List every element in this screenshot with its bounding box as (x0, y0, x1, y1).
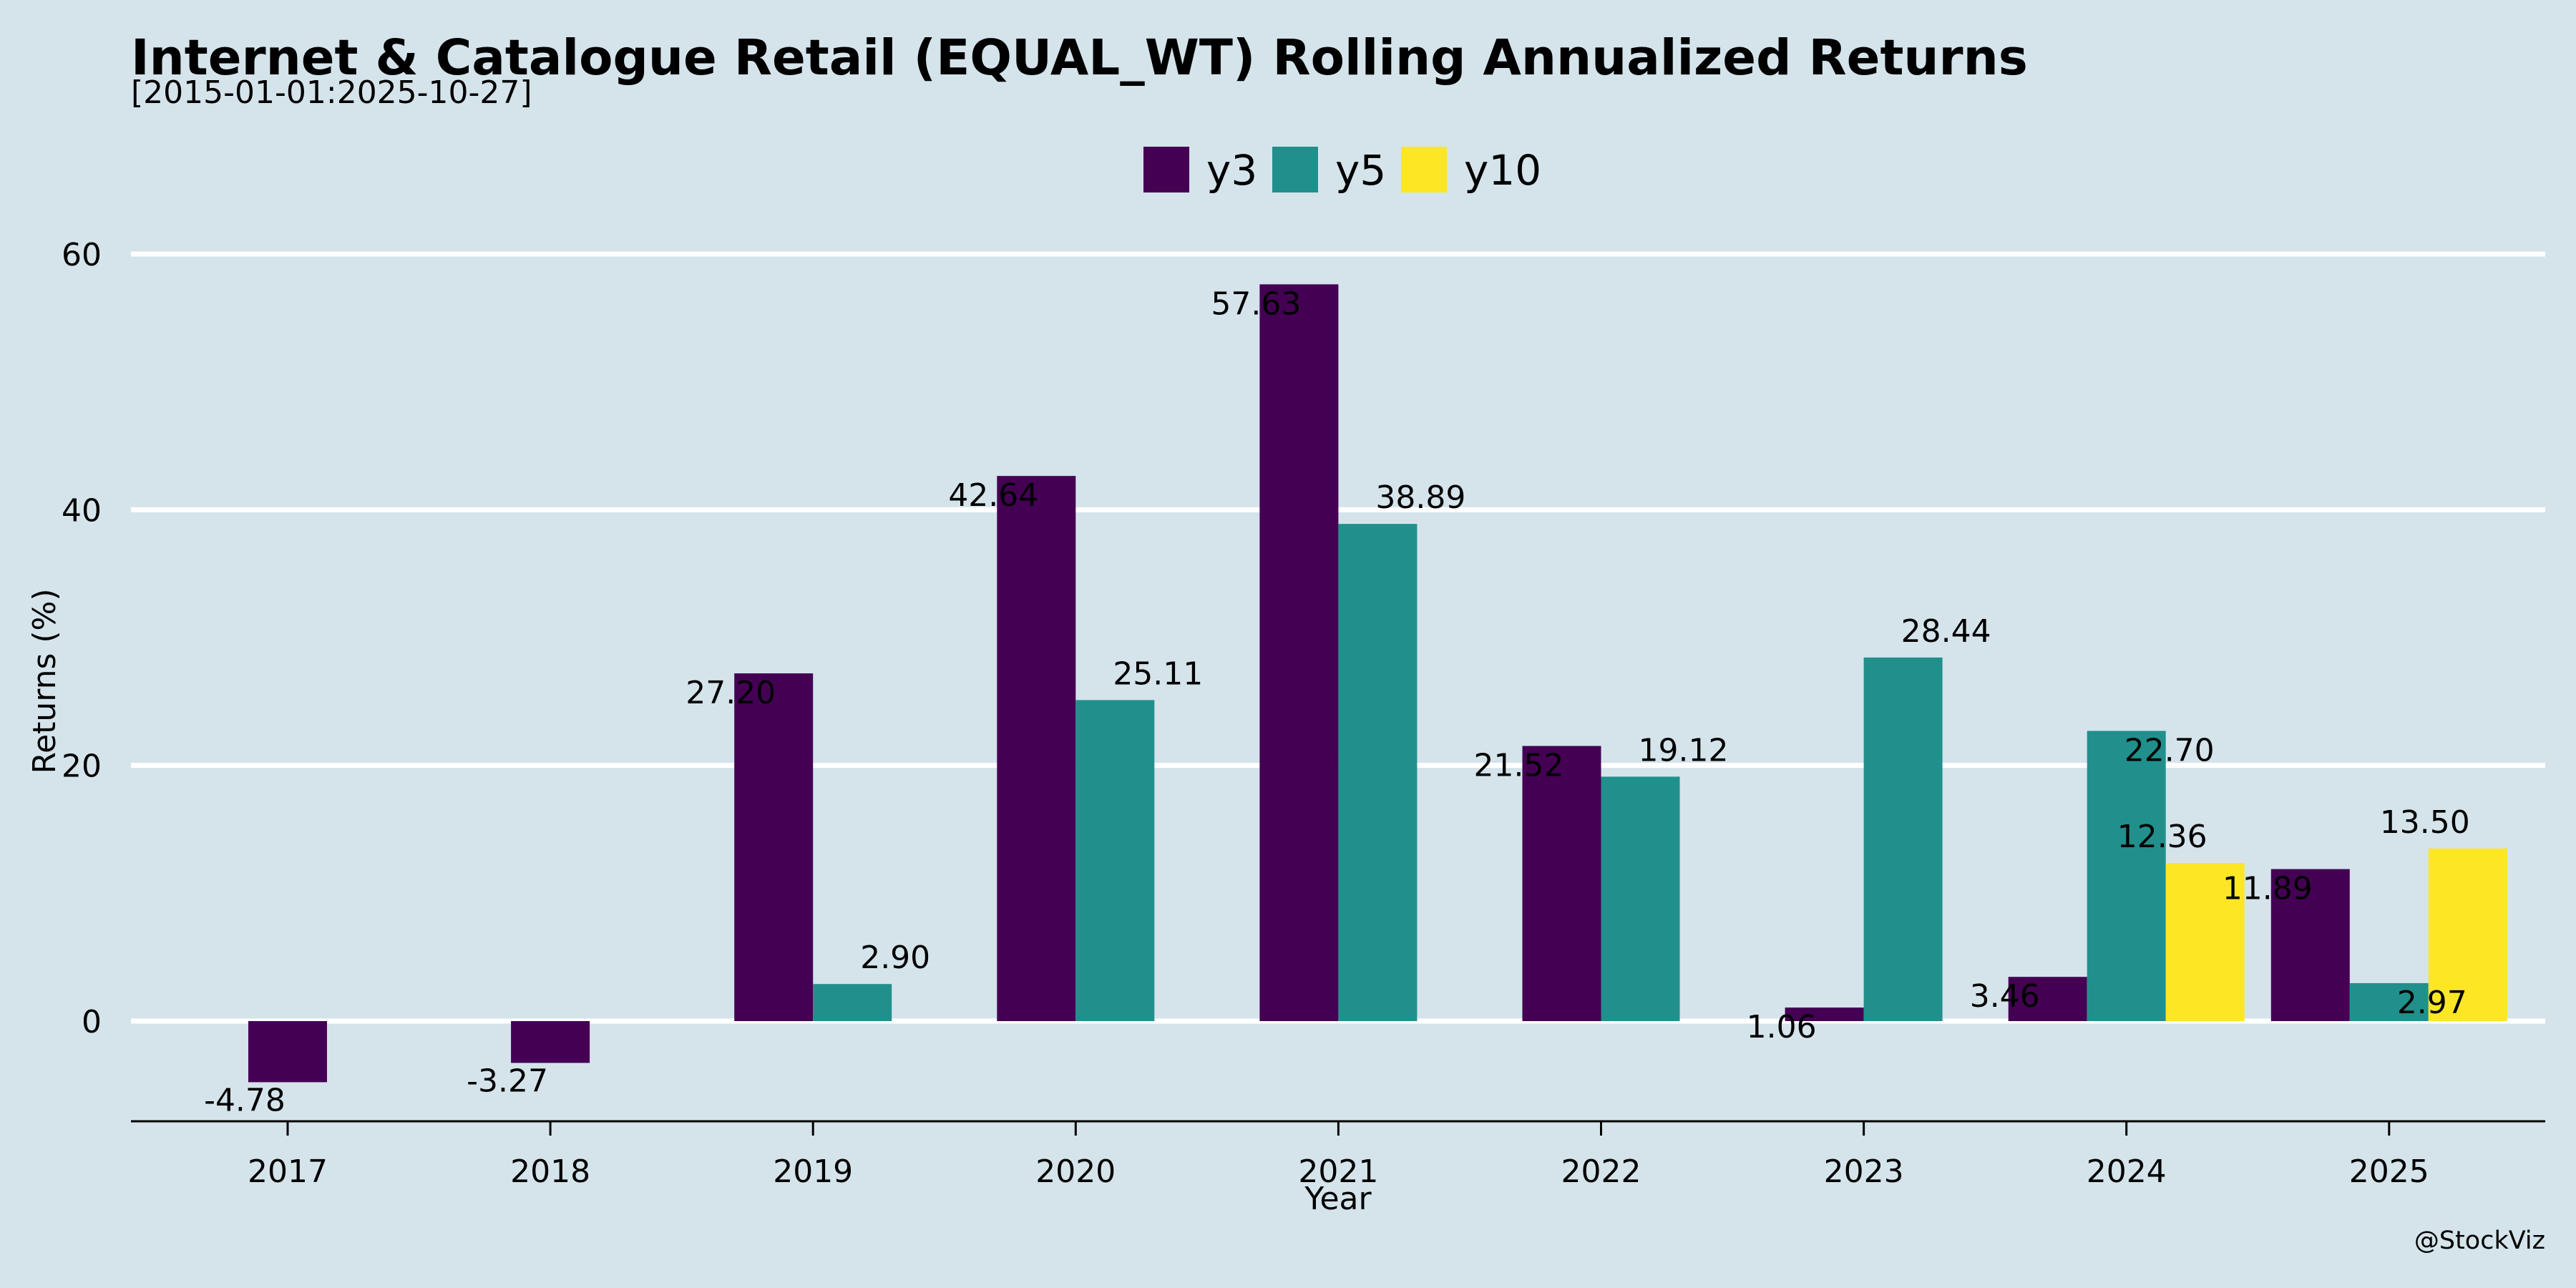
y-tick-label: 0 (82, 1004, 102, 1040)
y-axis-label: Returns (%) (26, 588, 63, 774)
legend-swatch-y10 (1401, 147, 1447, 192)
bar-y5-2025 (2349, 982, 2429, 1021)
data-label: 13.50 (2380, 804, 2470, 841)
bars (248, 284, 2507, 1083)
x-tick-label: 2024 (2087, 1153, 2167, 1190)
bar-y3-2023 (1785, 1008, 1864, 1021)
x-tick-label: 2025 (2349, 1153, 2429, 1190)
data-label: 38.89 (1375, 479, 1465, 516)
data-label: 57.63 (1211, 286, 1301, 322)
data-label: 11.89 (2223, 871, 2313, 907)
data-label: 19.12 (1639, 732, 1729, 769)
bar-y5-2024 (2087, 731, 2166, 1021)
y-axis-ticks: 0 20 40 60 (62, 237, 102, 1040)
data-label: 25.11 (1113, 655, 1203, 692)
bar-y3-2021 (1259, 284, 1339, 1021)
data-label: 42.64 (948, 477, 1038, 514)
data-label: 3.46 (1970, 978, 2040, 1015)
bar-y3-2017 (248, 1021, 327, 1083)
legend-label-y3: y3 (1206, 146, 1257, 195)
data-label: 2.90 (860, 940, 930, 976)
x-tick-label: 2022 (1561, 1153, 1641, 1190)
chart-subtitle: [2015-01-01:2025-10-27] (131, 74, 532, 111)
data-label: 12.36 (2117, 819, 2207, 855)
bar-y3-2025 (2270, 869, 2350, 1021)
bar-y3-2022 (1522, 746, 1601, 1021)
bar-y5-2019 (813, 984, 892, 1021)
legend-label-y5: y5 (1335, 146, 1386, 195)
legend-label-y10: y10 (1464, 146, 1541, 195)
y-tick-label: 60 (62, 237, 102, 273)
x-tick-label: 2018 (510, 1153, 590, 1190)
x-axis-ticks: 2017 2018 2019 2020 2021 2022 2023 2024 2025 (248, 1121, 2429, 1190)
bar-y3-2024 (2008, 977, 2087, 1021)
x-tick-label: 2023 (1824, 1153, 1904, 1190)
data-label: 1.06 (1747, 1009, 1817, 1045)
data-labels: -4.78 -3.27 27.20 2.90 42.64 25.11 57.63 38.89 2… (204, 286, 2470, 1118)
y-tick-label: 20 (62, 748, 102, 785)
legend: y3 y5 y10 (1143, 146, 1541, 195)
legend-swatch-y5 (1272, 147, 1318, 192)
x-tick-label: 2021 (1298, 1153, 1378, 1190)
data-label: -3.27 (467, 1063, 548, 1099)
data-label: 2.97 (2397, 985, 2467, 1021)
bar-y10-2024 (2165, 863, 2245, 1021)
bar-y5-2020 (1075, 700, 1155, 1021)
x-tick-label: 2019 (773, 1153, 853, 1190)
bar-y10-2025 (2428, 848, 2507, 1021)
x-tick-label: 2017 (248, 1153, 328, 1190)
bar-y3-2019 (734, 673, 814, 1021)
data-label: 27.20 (686, 675, 776, 711)
x-tick-label: 2020 (1035, 1153, 1116, 1190)
bar-y5-2023 (1863, 657, 1943, 1021)
data-label: 21.52 (1474, 748, 1564, 784)
bar-y5-2021 (1338, 524, 1418, 1021)
bar-y5-2022 (1601, 776, 1680, 1021)
x-axis-label: Year (1304, 1181, 1372, 1217)
watermark: @StockViz (2414, 1226, 2545, 1255)
bar-y3-2018 (511, 1021, 590, 1063)
data-label: 22.70 (2124, 732, 2215, 769)
chart-title: Internet & Catalogue Retail (EQUAL_WT) R… (131, 29, 2028, 87)
data-label: -4.78 (204, 1082, 286, 1118)
data-label: 28.44 (1901, 613, 1991, 650)
legend-swatch-y3 (1143, 147, 1189, 192)
bar-y3-2020 (997, 476, 1076, 1021)
y-tick-label: 40 (62, 492, 102, 529)
